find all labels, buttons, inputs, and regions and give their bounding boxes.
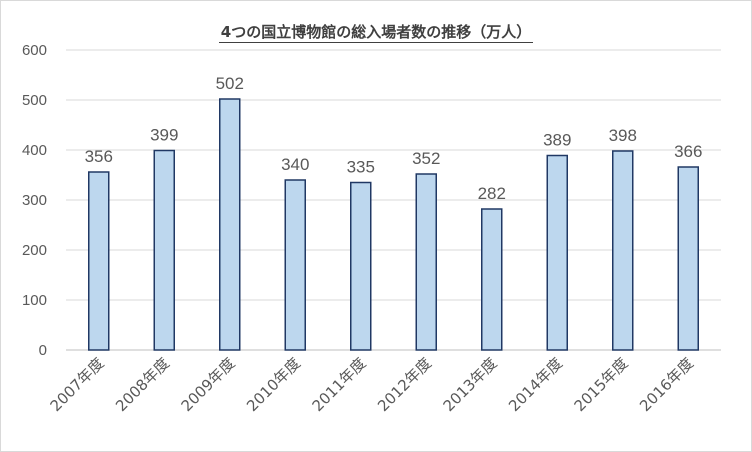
- bar-2012年度: [415, 173, 437, 351]
- bars: [88, 98, 699, 351]
- data-label: 389: [543, 131, 571, 150]
- bar-2009年度: [219, 98, 241, 351]
- data-label: 352: [412, 149, 440, 168]
- x-tick-label: 2009年度: [178, 354, 239, 415]
- x-tick-label: 2015年度: [571, 354, 632, 415]
- bar-2013年度: [481, 208, 503, 351]
- x-tick-label: 2016年度: [636, 354, 697, 415]
- bar-2014年度: [546, 154, 568, 351]
- chart-title: 4つの国立博物館の総入場者数の推移（万人）: [1, 21, 751, 43]
- data-label: 335: [347, 158, 375, 177]
- y-tick-label: 300: [22, 192, 47, 209]
- chart-title-text: 4つの国立博物館の総入場者数の推移（万人）: [218, 23, 534, 43]
- bar-2007年度: [88, 171, 110, 351]
- x-axis-ticks: 2007年度 2008年度 2009年度 2010年度 2011年度 2012年度 2013…: [47, 354, 697, 415]
- x-tick-label: 2007年度: [47, 354, 108, 415]
- y-tick-label: 400: [22, 142, 47, 159]
- y-tick-label: 500: [22, 92, 47, 109]
- bar-2008年度: [153, 149, 175, 351]
- data-labels: 356 399 502 340 335 352 282 389 398 366: [85, 74, 703, 203]
- bar-2011年度: [350, 181, 372, 351]
- data-label: 340: [281, 155, 309, 174]
- bar-2010年度: [284, 179, 306, 351]
- y-tick-label: 100: [22, 292, 47, 309]
- bar-2016年度: [677, 166, 699, 351]
- x-tick-label: 2014年度: [505, 354, 566, 415]
- x-tick-label: 2013年度: [440, 354, 501, 415]
- x-tick-label: 2012年度: [374, 354, 435, 415]
- y-tick-label: 200: [22, 242, 47, 259]
- data-label: 399: [150, 126, 178, 145]
- data-label: 356: [85, 147, 113, 166]
- gridlines: [66, 49, 721, 351]
- y-tick-label: 0: [39, 342, 47, 359]
- bar-2015年度: [612, 150, 634, 351]
- data-label: 398: [609, 126, 637, 145]
- data-label: 282: [478, 184, 506, 203]
- x-tick-label: 2010年度: [243, 354, 304, 415]
- data-label: 366: [674, 142, 702, 161]
- y-tick-label: 600: [22, 42, 47, 59]
- y-axis-ticks: 0 100 200 300 400 500 600: [22, 42, 47, 359]
- x-tick-label: 2011年度: [309, 354, 370, 415]
- x-tick-label: 2008年度: [112, 354, 173, 415]
- data-label: 502: [216, 74, 244, 93]
